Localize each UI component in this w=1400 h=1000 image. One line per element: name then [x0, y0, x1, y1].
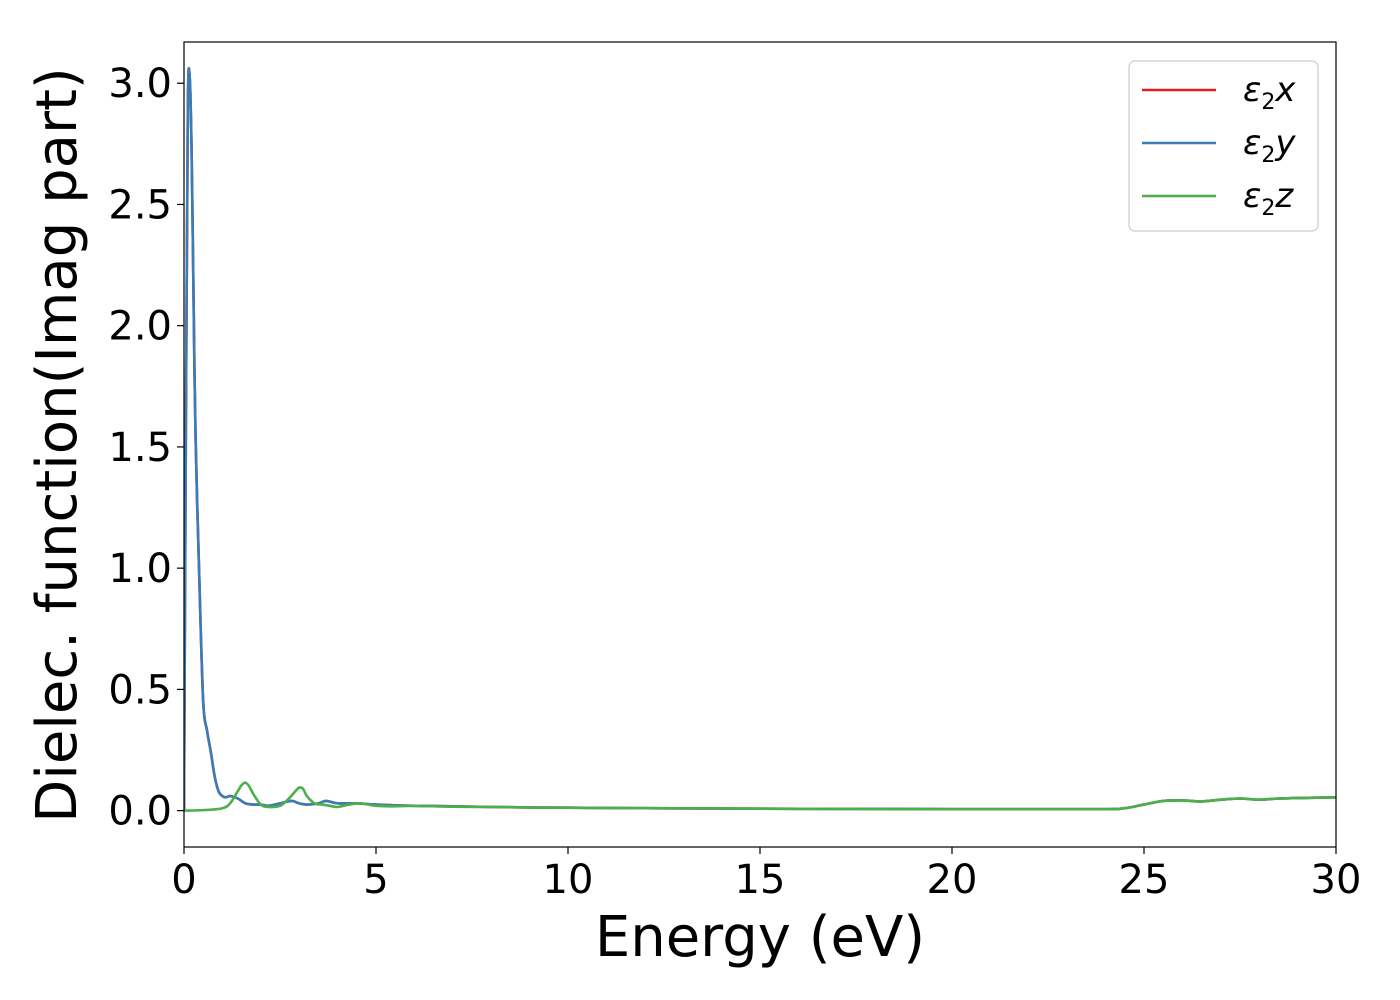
x-tick-label: 0	[171, 857, 196, 903]
y-tick-label: 0.0	[108, 789, 172, 835]
legend-box	[1128, 60, 1319, 232]
series-layer	[184, 67, 1336, 812]
y-tick-label: 2.0	[108, 304, 172, 350]
y-tick-label: 0.5	[108, 667, 172, 713]
x-tick-label: 25	[1119, 857, 1170, 903]
x-tick-label: 15	[735, 857, 786, 903]
y-axis-title: Dielec. function(Imag part)	[25, 67, 90, 823]
y-tick-label: 2.5	[108, 182, 172, 228]
legend-label-z: ε2z	[1243, 176, 1294, 221]
y-tick-label: 1.5	[108, 425, 172, 471]
x-tick-label: 5	[363, 857, 388, 903]
legend: ε2x ε2y ε2z	[1128, 60, 1319, 232]
x-axis: 0 5 10 15 20 25 30	[171, 847, 1361, 903]
y-tick-label: 3.0	[108, 61, 172, 107]
y-tick-label: 1.0	[108, 546, 172, 592]
legend-label-x: ε2x	[1243, 70, 1296, 115]
x-tick-label: 30	[1311, 857, 1362, 903]
x-axis-title: Energy (eV)	[595, 905, 925, 970]
y-axis: 0.0 0.5 1.0 1.5 2.0 2.5 3.0	[108, 61, 184, 835]
legend-label-y: ε2y	[1243, 123, 1296, 168]
series-line-z	[184, 781, 1336, 812]
x-tick-label: 10	[543, 857, 594, 903]
x-tick-label: 20	[927, 857, 978, 903]
